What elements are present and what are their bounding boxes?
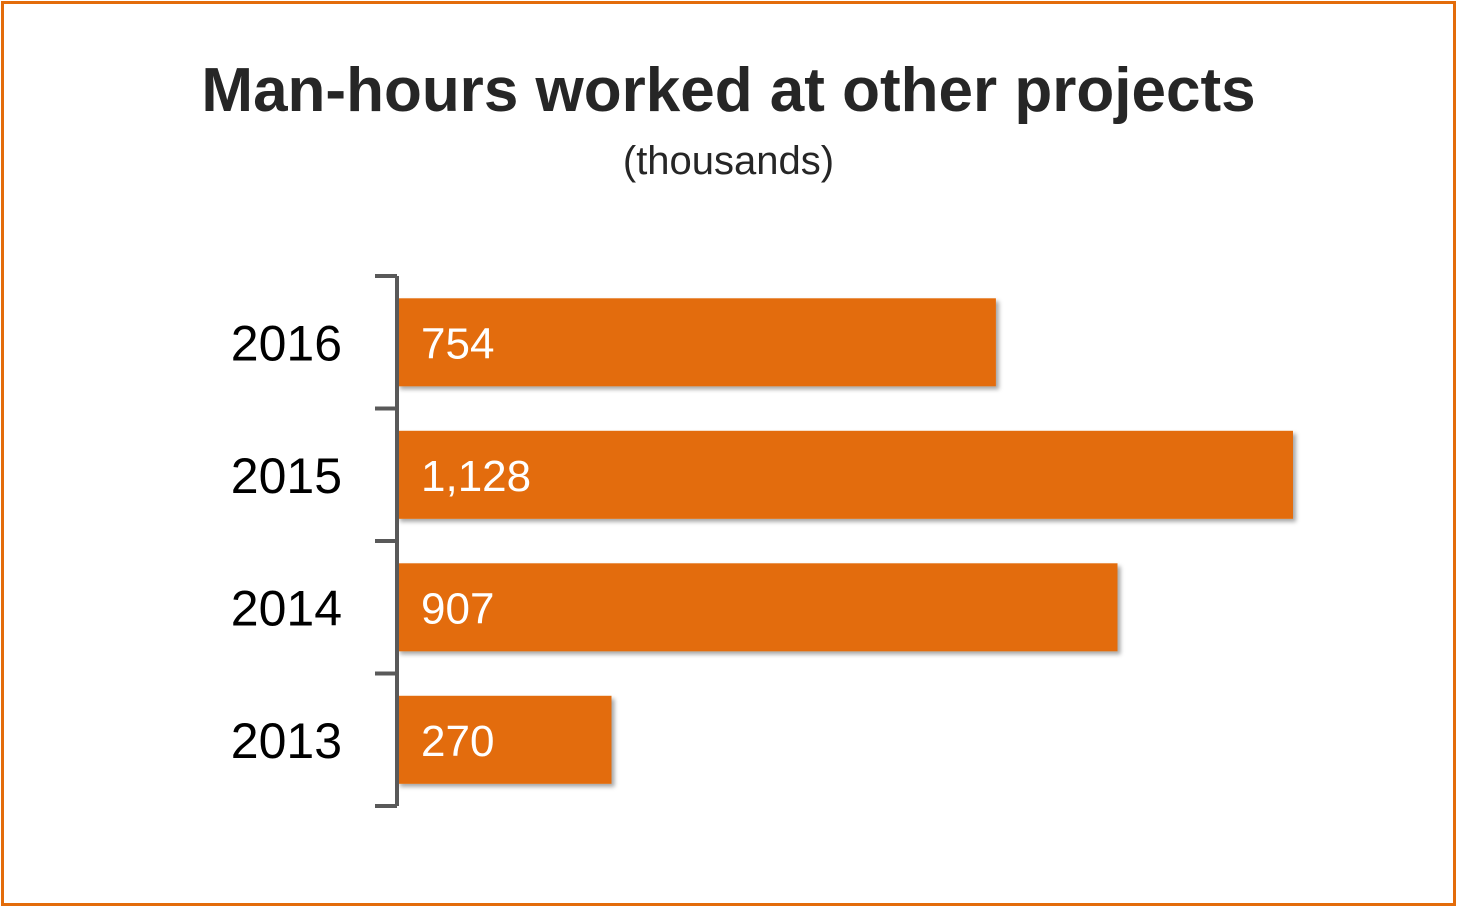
bar-2014 (397, 563, 1118, 652)
chart-subtitle: (thousands) (622, 139, 835, 183)
value-label-2014: 907 (421, 584, 494, 633)
category-label-2014: 2014 (231, 580, 342, 636)
bar-2015 (397, 430, 1293, 519)
labels-layer: 754 2016 1,128 2015 907 2014 270 2013 (231, 315, 531, 769)
bar-2013 (397, 695, 612, 784)
category-label-2016: 2016 (231, 315, 342, 371)
bars-layer (397, 298, 1293, 784)
category-label-2013: 2013 (231, 713, 342, 769)
category-label-2015: 2015 (231, 448, 342, 504)
bar-2016 (397, 298, 996, 387)
category-axis (375, 274, 399, 808)
value-label-2013: 270 (421, 717, 494, 766)
value-label-2015: 1,128 (421, 452, 531, 501)
chart-title: Man-hours worked at other projects (201, 56, 1256, 125)
value-label-2016: 754 (421, 319, 494, 368)
